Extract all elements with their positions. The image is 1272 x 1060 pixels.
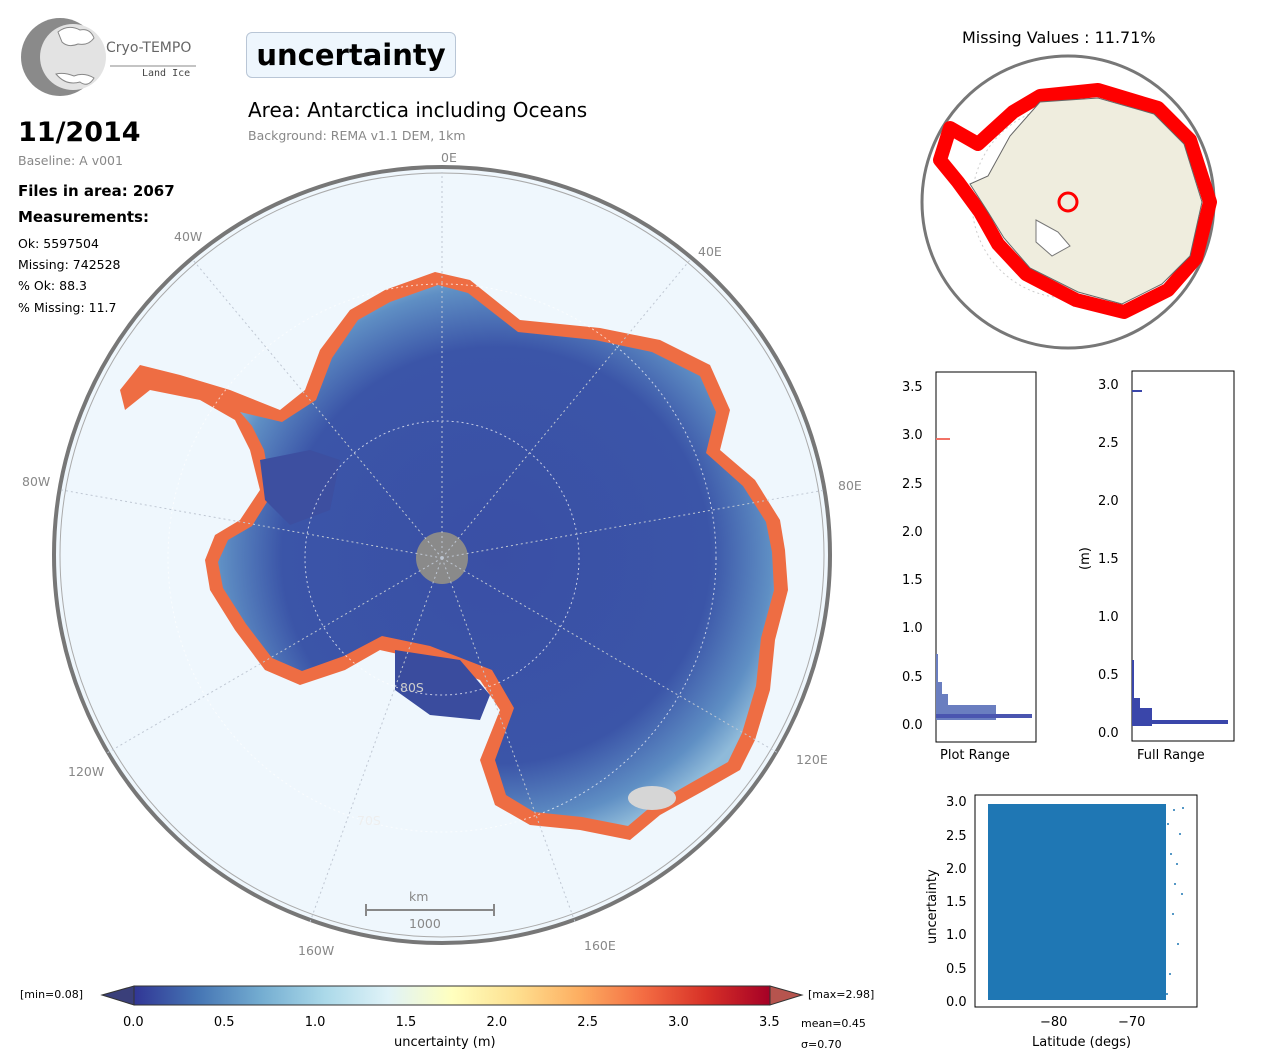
colorbar-tick-label: 3.5 [759,1015,780,1030]
hist-full-ytick: 1.5 [1098,552,1119,567]
logo-title: Cryo-TEMPO [106,40,192,56]
hist-plot-ytick: 3.5 [902,379,923,395]
hist-full-bars [1132,390,1228,726]
scatter-ytick: 2.5 [946,828,967,844]
colorbar-tick-label: 2.0 [486,1015,508,1030]
colorbar-label: uncertainty (m) [394,1035,496,1050]
logo-globe-icon [21,18,196,96]
measurements-title: Measurements: [18,208,149,226]
lon-label-0e: 0E [441,150,457,165]
colorbar-mean: mean=0.45 [801,1017,866,1030]
hist-full-ytick: 2.5 [1098,436,1119,451]
hist-full-ytick: 2.0 [1098,494,1119,509]
colorbar-max: [max=2.98] [808,988,875,1001]
main-polar-map [52,165,832,945]
hist-plot-ytick: 2.5 [902,476,923,492]
histogram-full-range [1131,370,1235,742]
scatter-ytick: 3.0 [946,795,967,811]
stat-pct-missing: % Missing: 11.7 [18,300,117,315]
lon-label-160e: 160E [584,938,616,953]
scalebar-unit: km [409,889,429,904]
lon-label-120w: 120W [68,764,105,779]
lon-label-120e: 120E [796,752,828,767]
stat-pct-ok: % Ok: 88.3 [18,278,87,293]
hist-full-ytick: 0.0 [1098,726,1119,741]
missing-map-title: Missing Values : 11.71% [962,28,1156,47]
cryotempo-logo: Cryo-TEMPO Land Ice [18,16,203,100]
hist-plot-ytick: 1.5 [902,573,923,589]
scatter-ytick: 2.0 [946,861,967,877]
scalebar-value: 1000 [409,916,441,931]
scatter-ytick: 1.0 [946,928,967,944]
lon-label-80e: 80E [838,478,862,493]
colorbar-min: [min=0.08] [20,988,84,1001]
scatter-ylabel: uncertainty [925,869,940,944]
date-label: 11/2014 [18,117,141,148]
scalebar [365,904,495,916]
colorbar-sigma: σ=0.70 [801,1038,842,1051]
lat-label-70s: 70S [357,813,381,828]
scatter-xtick: −70 [1118,1015,1146,1030]
histogram-plot-range [935,371,1037,743]
scatter-points [988,804,1174,1000]
hist-full-xlabel: Full Range [1137,748,1205,763]
parameter-title: uncertainty [246,32,456,78]
lon-label-40e: 40E [698,244,722,259]
hist-plot-xlabel: Plot Range [940,748,1010,763]
hist-full-ytick: 0.5 [1098,668,1119,683]
lon-label-160w: 160W [298,943,335,958]
hist-full-ytick: 1.0 [1098,610,1119,625]
lat-label-80s: 80S [400,680,424,695]
hist-plot-ytick: 2.0 [902,524,923,540]
hist-plot-ytick: 0.0 [902,718,923,733]
missing-values-map [920,54,1217,350]
scatter-xlabel: Latitude (degs) [1032,1035,1132,1050]
stat-missing: Missing: 742528 [18,257,121,272]
files-in-area: Files in area: 2067 [18,182,175,200]
lon-label-40w: 40W [174,229,203,244]
baseline-label: Baseline: A v001 [18,153,123,168]
hist-plot-ytick: 0.5 [902,669,923,685]
logo-subtitle: Land Ice [142,68,191,79]
stat-ok: Ok: 5597504 [18,236,99,251]
area-title: Area: Antarctica including Oceans [248,98,588,122]
colorbar [100,985,804,1006]
colorbar-tick-label: 1.5 [395,1015,417,1030]
scatter-ytick: 0.5 [946,961,967,977]
colorbar-tick-label: 1.0 [304,1015,326,1030]
background-label: Background: REMA v1.1 DEM, 1km [248,128,466,143]
colorbar-tick-label: 3.0 [668,1015,689,1030]
scatter-ytick: 1.5 [946,895,967,911]
hist-plot-bars [936,438,1032,720]
hist-plot-ytick: 3.0 [902,428,923,444]
scatter-ytick: 0.0 [946,995,967,1010]
hist-full-ylabel: (m) [1078,547,1093,570]
lon-label-80w: 80W [22,474,51,489]
scatter-plot [974,794,1198,1008]
colorbar-tick-label: 0.5 [213,1015,235,1030]
hist-full-ytick: 3.0 [1098,378,1119,393]
colorbar-tick-label: 2.5 [577,1015,598,1030]
colorbar-tick-label: 0.0 [123,1015,144,1030]
antarctica-interior [218,285,774,826]
hist-plot-ytick: 1.0 [902,621,923,637]
scatter-xtick: −80 [1040,1015,1068,1030]
